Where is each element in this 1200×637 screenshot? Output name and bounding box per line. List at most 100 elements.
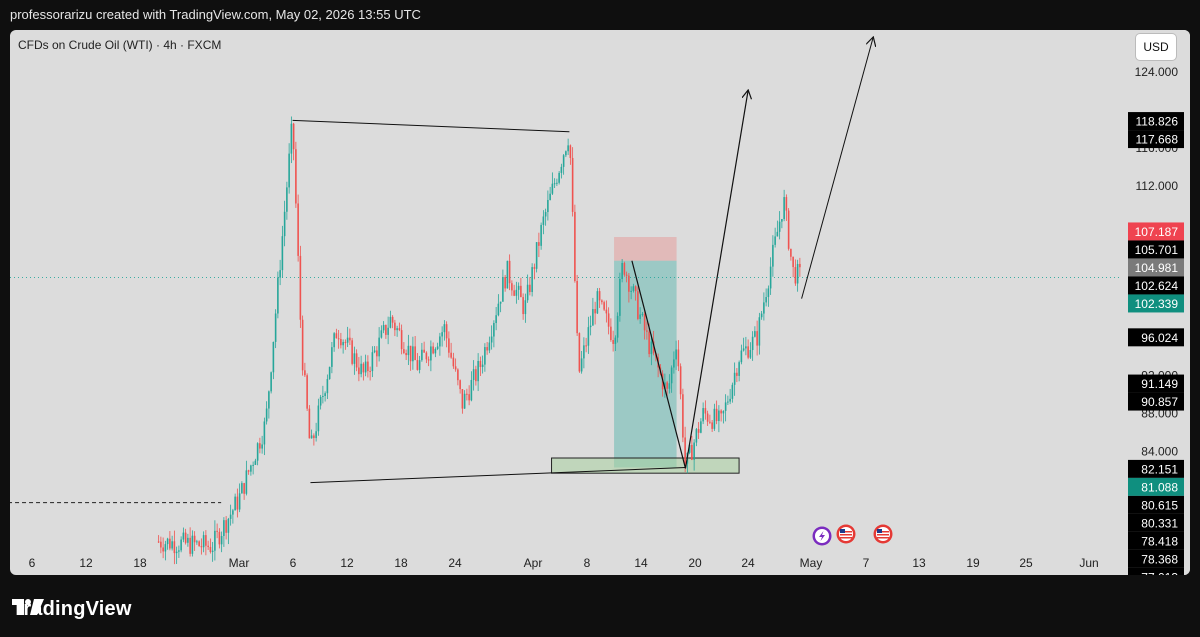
- x-tick-label: 6: [290, 556, 297, 570]
- candle-body: [596, 291, 599, 314]
- candle-body: [634, 286, 637, 292]
- candle-body: [286, 187, 288, 212]
- candle-body: [616, 315, 619, 338]
- y-tick-label: 112.000: [1136, 179, 1179, 193]
- candle-body: [162, 547, 164, 552]
- candle-body: [180, 539, 182, 551]
- price-label-box: [1128, 567, 1184, 575]
- candle-body: [317, 405, 320, 432]
- stop-loss-zone[interactable]: [614, 237, 677, 261]
- price-label: 117.668: [1136, 133, 1179, 147]
- candle-body: [191, 535, 194, 554]
- candle-body: [675, 349, 677, 360]
- candle-body: [711, 422, 713, 429]
- candle-body: [646, 330, 648, 332]
- candle-body: [729, 398, 731, 402]
- candle-body: [486, 347, 488, 351]
- candle-body: [511, 283, 513, 291]
- candle-body: [778, 221, 781, 232]
- candle-body: [245, 470, 248, 494]
- projection-arrow-right[interactable]: [801, 38, 873, 299]
- candle-body: [796, 263, 799, 284]
- candle-body: [704, 408, 707, 414]
- candle-body: [517, 285, 520, 290]
- candle-body: [490, 336, 493, 343]
- candle-body: [641, 313, 644, 315]
- currency-button[interactable]: USD: [1136, 34, 1176, 60]
- upper-trendline[interactable]: [292, 119, 570, 133]
- us-flag-icon[interactable]: [836, 524, 856, 544]
- price-label-box: [1128, 276, 1184, 295]
- lower-trendline[interactable]: [310, 466, 686, 484]
- candle-body: [400, 330, 403, 350]
- candlestick-chart[interactable]: 124.000116.000112.000100.00092.00088.000…: [10, 30, 1190, 575]
- candle-body: [738, 362, 740, 376]
- price-label: 105.701: [1135, 243, 1179, 257]
- candle-body: [265, 408, 268, 422]
- candle-body: [184, 532, 187, 543]
- support-zone-box[interactable]: [551, 457, 740, 474]
- candle-body: [792, 256, 794, 268]
- candle-body: [178, 550, 180, 552]
- candle-body: [718, 410, 720, 422]
- candle-body: [432, 346, 434, 354]
- candle-body: [202, 535, 205, 548]
- us-flag-icon[interactable]: [873, 524, 893, 544]
- y-tick-label: 124.000: [1135, 65, 1179, 79]
- candle-body: [605, 309, 608, 314]
- chart-area[interactable]: 124.000116.000112.000100.00092.00088.000…: [10, 30, 1190, 575]
- price-label-box: [1128, 294, 1184, 313]
- candle-body: [767, 288, 770, 298]
- candle-body: [565, 151, 567, 156]
- candle-body: [502, 277, 504, 302]
- candle-body: [477, 360, 479, 382]
- x-tick-label: Jun: [1079, 556, 1098, 570]
- candle-body: [182, 532, 185, 540]
- candle-body: [423, 349, 425, 353]
- candle-body: [558, 172, 560, 183]
- candle-body: [403, 349, 405, 354]
- candle-body: [229, 514, 232, 519]
- candle-body: [274, 313, 277, 342]
- candle-body: [740, 350, 743, 363]
- candle-body: [454, 366, 457, 370]
- candle-body: [612, 340, 614, 344]
- projection-arrow-zigzag[interactable]: [631, 91, 748, 469]
- candle-body: [193, 535, 196, 543]
- candle-body: [765, 297, 767, 303]
- candle-body: [166, 538, 169, 545]
- candle-body: [468, 394, 470, 401]
- candle-body: [376, 350, 378, 357]
- candle-body: [648, 331, 650, 355]
- candle-body: [702, 408, 704, 422]
- candle-body: [385, 324, 387, 335]
- candle-body: [459, 380, 461, 390]
- candle-body: [639, 314, 641, 319]
- candle-body: [380, 330, 383, 338]
- candle-body: [619, 278, 621, 316]
- candle-body: [677, 349, 680, 367]
- price-label-box: [1128, 328, 1184, 347]
- price-label-box: [1128, 392, 1184, 411]
- candle-body: [299, 255, 302, 320]
- price-label: 107.187: [1135, 225, 1179, 239]
- candle-body: [504, 277, 506, 289]
- candle-body: [238, 493, 241, 510]
- candle-body: [290, 123, 293, 154]
- candle-body: [175, 551, 178, 554]
- lightning-icon[interactable]: [812, 526, 832, 546]
- candle-body: [443, 324, 446, 333]
- take-profit-zone[interactable]: [614, 260, 677, 468]
- candle-body: [313, 435, 315, 439]
- x-tick-label: Mar: [229, 556, 250, 570]
- candle-body: [585, 345, 587, 347]
- candle-body: [391, 316, 394, 323]
- candle-body: [522, 297, 524, 315]
- candle-body: [211, 550, 214, 553]
- candle-body: [279, 270, 281, 278]
- candle-body: [344, 342, 347, 344]
- candle-body: [297, 203, 299, 256]
- candle-body: [623, 262, 626, 275]
- candle-body: [418, 360, 421, 370]
- x-tick-label: 25: [1019, 556, 1033, 570]
